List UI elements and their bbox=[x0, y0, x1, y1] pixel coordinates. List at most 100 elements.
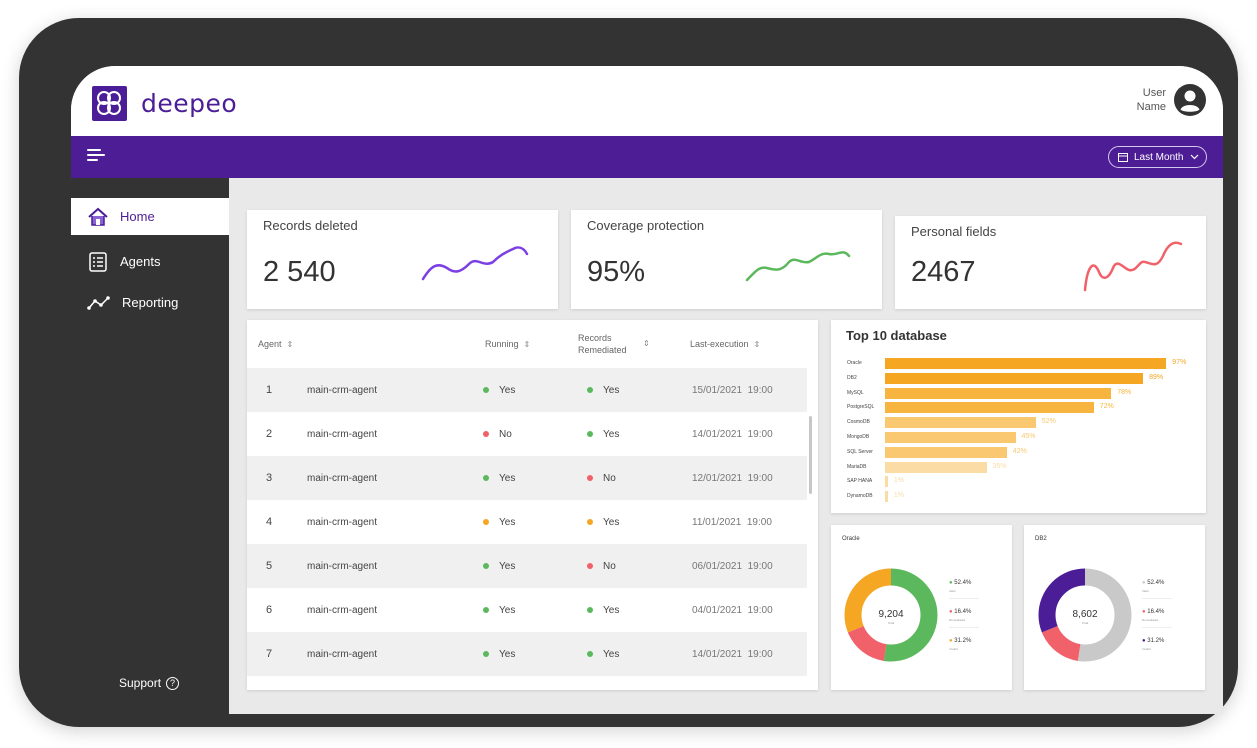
menu-toggle-icon[interactable] bbox=[87, 149, 105, 165]
help-icon: ? bbox=[166, 676, 180, 690]
sort-icon: ⇕ bbox=[753, 339, 761, 349]
legend-label: Valid bbox=[1142, 589, 1149, 593]
bar-value-label: 78% bbox=[1117, 388, 1132, 396]
bar[interactable] bbox=[885, 476, 888, 488]
table-row[interactable]: 2 main-crm-agent No Yes 14/01/2021 19:00 bbox=[247, 412, 807, 456]
kpi-label: Coverage protection bbox=[587, 218, 705, 233]
donut-slice[interactable] bbox=[844, 568, 938, 662]
donut-title: Oracle bbox=[842, 536, 860, 542]
kpi-label: Records deleted bbox=[263, 218, 358, 233]
legend-value: 16.4% bbox=[1147, 609, 1165, 615]
bar[interactable] bbox=[885, 432, 1016, 443]
row-number: 5 bbox=[266, 560, 273, 572]
records-value: No bbox=[603, 560, 616, 572]
brand-logo[interactable]: deepeo bbox=[92, 86, 237, 121]
kpi-label: Personal fields bbox=[911, 224, 997, 239]
legend-divider bbox=[1142, 627, 1172, 628]
legend-value: 31.2% bbox=[1147, 638, 1165, 644]
device-frame: deepeo User Name bbox=[19, 18, 1238, 727]
records-value: Yes bbox=[603, 516, 620, 528]
agent-name: main-crm-agent bbox=[307, 428, 378, 440]
bar-category-label: DB2 bbox=[847, 374, 857, 381]
donut-center-value: 9,204 bbox=[878, 609, 903, 620]
col-header-records-remediated[interactable]: Records Remediated ⇕ bbox=[578, 332, 673, 356]
col-header-agent[interactable]: Agent ⇕ bbox=[258, 339, 293, 349]
bar-value-label: 97% bbox=[1172, 359, 1187, 366]
col-header-running[interactable]: Running ⇕ bbox=[485, 339, 530, 349]
table-row[interactable]: 6 main-crm-agent Yes Yes 04/01/2021 19:00 bbox=[247, 588, 807, 632]
running-value: Yes bbox=[499, 384, 516, 396]
bar[interactable] bbox=[885, 417, 1036, 429]
agent-name: main-crm-agent bbox=[307, 560, 378, 572]
legend-label: Invalid bbox=[949, 647, 958, 651]
records-status: Yes bbox=[587, 368, 619, 412]
donut-center bbox=[1056, 586, 1114, 644]
db2-donut-card: DB2 8,602 Total ● 52.4% Valid ● 16.4% Remedi… bbox=[1024, 525, 1205, 690]
agent-name: main-crm-agent bbox=[307, 472, 378, 484]
calendar-icon bbox=[1118, 153, 1128, 162]
brand-name: deepeo bbox=[141, 89, 238, 118]
status-dot-icon bbox=[483, 431, 489, 437]
bar-category-label: MongoDB bbox=[847, 434, 870, 440]
bar[interactable] bbox=[885, 461, 987, 473]
bar-category-label: MariaDB bbox=[847, 463, 867, 470]
date-range-label: Last Month bbox=[1134, 151, 1184, 163]
table-row[interactable]: 4 main-crm-agent Yes Yes 11/01/2021 19:00 bbox=[247, 500, 807, 544]
bar[interactable] bbox=[885, 358, 1167, 369]
donut-slice[interactable] bbox=[1038, 568, 1132, 662]
row-number: 6 bbox=[266, 604, 273, 616]
records-value: No bbox=[603, 472, 616, 484]
bar[interactable] bbox=[885, 372, 1144, 384]
running-status: Yes bbox=[483, 632, 515, 676]
bar[interactable] bbox=[885, 387, 1112, 399]
running-status: Yes bbox=[483, 500, 515, 544]
sidebar-item-reporting[interactable]: Reporting bbox=[71, 284, 229, 321]
row-number: 4 bbox=[266, 516, 273, 528]
user-menu[interactable]: User Name bbox=[1126, 84, 1206, 116]
table-row[interactable]: 1 main-crm-agent Yes Yes 15/01/2021 19:00 bbox=[247, 368, 807, 412]
table-scrollbar[interactable] bbox=[809, 416, 812, 494]
legend-item: ● 52.4% bbox=[1142, 580, 1164, 586]
running-value: Yes bbox=[499, 648, 516, 660]
col-header-label: Records Remediated bbox=[578, 333, 627, 355]
donut-center bbox=[862, 586, 920, 644]
kpi-card-records-deleted: Records deleted 2 540 bbox=[247, 210, 558, 309]
sort-icon: ⇕ bbox=[286, 339, 294, 349]
running-value: Yes bbox=[499, 516, 516, 528]
support-link[interactable]: Support ? bbox=[119, 676, 180, 690]
bar[interactable] bbox=[885, 446, 1007, 458]
user-name-line2: Name bbox=[1136, 101, 1166, 113]
status-dot-icon bbox=[587, 563, 593, 569]
kpi-sparkline bbox=[745, 251, 851, 282]
status-dot-icon bbox=[587, 475, 593, 481]
legend-label: Valid bbox=[949, 589, 956, 593]
legend-dot-icon: ● bbox=[1142, 638, 1146, 644]
bar[interactable] bbox=[885, 491, 888, 503]
sidebar: Home Agents bbox=[71, 178, 229, 714]
status-dot-icon bbox=[483, 519, 489, 525]
col-header-label: Last-execution bbox=[690, 339, 749, 349]
table-row[interactable]: 3 main-crm-agent Yes No 12/01/2021 19:00 bbox=[247, 456, 807, 500]
records-value: Yes bbox=[603, 384, 620, 396]
legend-dot-icon: ● bbox=[1142, 609, 1146, 615]
sidebar-item-agents[interactable]: Agents bbox=[71, 243, 229, 280]
sidebar-item-home[interactable]: Home bbox=[71, 198, 229, 235]
legend-dot-icon: ● bbox=[949, 580, 953, 586]
kpi-sparkline bbox=[421, 246, 529, 281]
chevron-down-icon bbox=[1191, 154, 1199, 160]
bar-category-label: Oracle bbox=[847, 360, 862, 366]
legend-item: ● 31.2% bbox=[949, 638, 971, 644]
table-row[interactable]: 5 main-crm-agent Yes No 06/01/2021 19:00 bbox=[247, 544, 807, 588]
row-number: 1 bbox=[266, 384, 273, 396]
bar[interactable] bbox=[885, 402, 1094, 414]
col-header-last-execution[interactable]: Last-execution ⇕ bbox=[690, 339, 760, 349]
records-status: Yes bbox=[587, 500, 619, 544]
legend-divider bbox=[1142, 598, 1172, 599]
table-row[interactable]: 7 main-crm-agent Yes Yes 14/01/2021 19:00 bbox=[247, 632, 807, 676]
legend-label: Invalid bbox=[1142, 647, 1151, 651]
records-status: No bbox=[587, 544, 616, 588]
running-value: Yes bbox=[499, 604, 516, 616]
agent-name: main-crm-agent bbox=[307, 384, 378, 396]
date-range-dropdown[interactable]: Last Month bbox=[1108, 146, 1207, 168]
